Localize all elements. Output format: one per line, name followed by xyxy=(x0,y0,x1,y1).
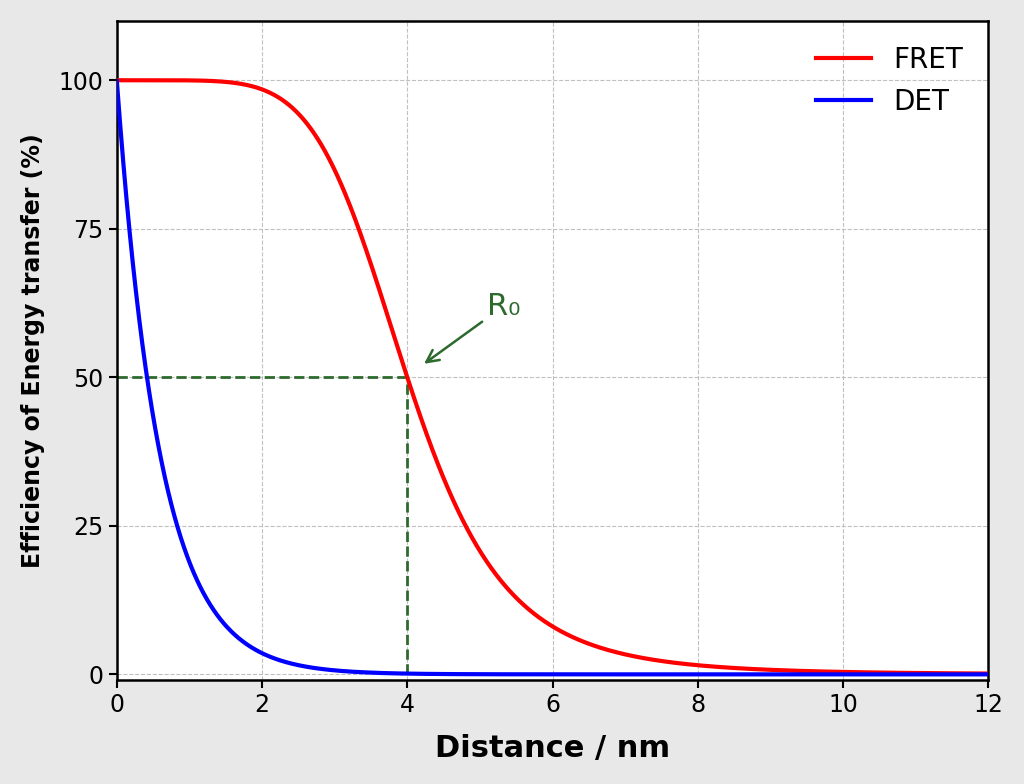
FRET xyxy=(871,668,884,677)
Line: DET: DET xyxy=(117,82,988,674)
Line: FRET: FRET xyxy=(117,80,988,673)
Legend: FRET, DET: FRET, DET xyxy=(805,34,975,127)
DET xyxy=(482,670,495,679)
FRET xyxy=(210,77,222,86)
X-axis label: Distance / nm: Distance / nm xyxy=(435,734,670,763)
FRET xyxy=(965,669,977,678)
Y-axis label: Efficiency of Energy transfer (%): Efficiency of Energy transfer (%) xyxy=(20,133,45,568)
FRET xyxy=(982,669,994,678)
Text: R₀: R₀ xyxy=(426,292,520,362)
FRET xyxy=(262,87,274,96)
DET xyxy=(965,670,977,679)
DET xyxy=(444,670,457,679)
DET xyxy=(871,670,884,679)
FRET xyxy=(111,75,123,85)
DET xyxy=(111,77,123,86)
DET xyxy=(262,652,274,661)
DET xyxy=(210,609,222,619)
FRET xyxy=(444,491,457,500)
DET xyxy=(982,670,994,679)
FRET xyxy=(482,560,495,569)
